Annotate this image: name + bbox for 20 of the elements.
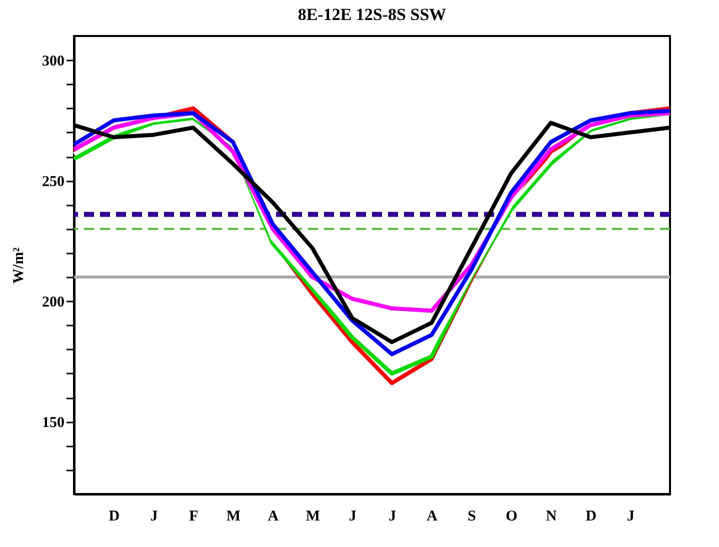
x-tick-label: J <box>388 508 397 524</box>
x-tick-label: M <box>306 508 320 524</box>
x-tick-label: J <box>348 508 357 524</box>
x-tick-label: S <box>468 508 476 524</box>
y-tick-label: 300 <box>42 54 64 70</box>
x-tick-label: A <box>268 508 279 524</box>
x-tick-label: A <box>426 508 438 524</box>
x-tick-label: D <box>586 508 597 524</box>
x-tick-label: N <box>546 508 557 524</box>
x-tick-label: D <box>108 508 120 524</box>
x-tick-label: O <box>506 508 518 524</box>
x-tick-label: F <box>189 508 198 524</box>
chart-title: 8E-12E 12S-8S SSW <box>298 5 446 24</box>
y-axis-title: W/m² <box>11 246 27 284</box>
y-tick-label: 250 <box>42 174 64 190</box>
x-tick-label: J <box>627 508 636 524</box>
y-tick-label: 150 <box>42 415 64 432</box>
y-tick-label: 200 <box>42 294 64 311</box>
x-tick-label: J <box>150 508 158 524</box>
x-tick-label: M <box>226 508 241 524</box>
